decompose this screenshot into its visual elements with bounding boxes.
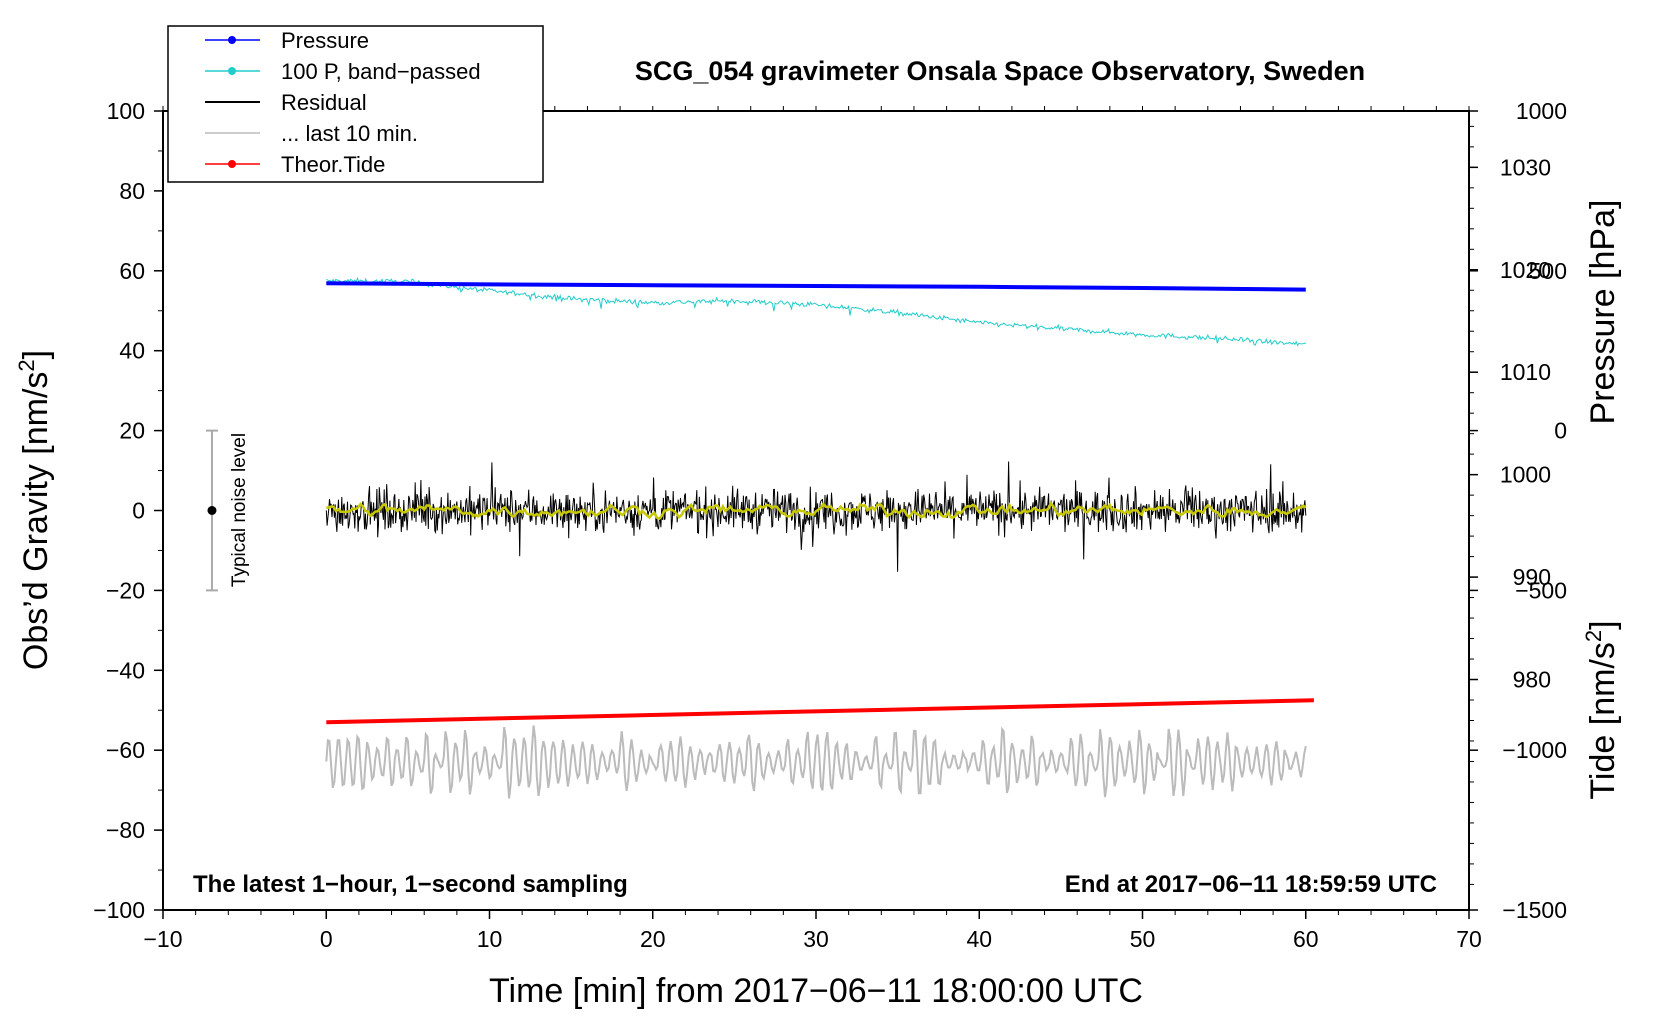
y-tick-label: 0 (132, 498, 145, 524)
legend-marker (228, 160, 236, 168)
gravity-title-end: ] (17, 350, 55, 359)
tide-title-sup: 2 (1581, 630, 1606, 642)
chart-title: SCG_054 gravimeter Onsala Space Observat… (635, 56, 1365, 86)
pressure-tick-label: 1030 (1500, 154, 1551, 180)
gravity-title-text: Obs’d Gravity [nm/s (17, 372, 55, 671)
y-axis-title-pressure: Pressure [hPa] (1584, 200, 1622, 425)
y-tick-label: −80 (106, 817, 145, 843)
series-pressure-line (326, 281, 1306, 292)
x-tick-label: −10 (143, 926, 182, 952)
noise-level-marker: Typical noise level (205, 429, 250, 592)
footer-left-note: The latest 1−hour, 1−second sampling (193, 871, 628, 898)
x-tick-label: 60 (1293, 926, 1319, 952)
x-tick-label: 40 (966, 926, 992, 952)
x-tick-label: 20 (640, 926, 666, 952)
noise-bar-dot (207, 506, 217, 515)
legend-label: ... last 10 min. (281, 121, 418, 146)
x-tick-label: 50 (1130, 926, 1156, 952)
y-axis-title-tide: Tide [nm/s2] (1581, 620, 1622, 799)
y-tick-label: −100 (93, 897, 145, 923)
pressure-tick-label: 1020 (1500, 257, 1551, 283)
x-axis-title: Time [min] from 2017−06−11 18:00:00 UTC (489, 972, 1143, 1010)
pressure-tick-label: 990 (1513, 564, 1551, 590)
y-tick-label: 100 (107, 98, 145, 124)
x-tick-label: 10 (477, 926, 503, 952)
pressure-tick-label: 1010 (1500, 359, 1551, 385)
x-tick-label: 70 (1456, 926, 1482, 952)
gravity-title-sup: 2 (14, 359, 39, 371)
y-tick-label: −40 (106, 657, 145, 683)
legend-label: Theor.Tide (281, 152, 385, 177)
footer-right-note: End at 2017−06−11 18:59:59 UTC (1065, 871, 1437, 898)
tide-tick-label: −1500 (1502, 897, 1567, 923)
y-tick-label: −60 (106, 737, 145, 763)
legend-rows: Pressure 100 P, band−passed Residual ... la… (205, 28, 481, 177)
tide-title-end: ] (1584, 620, 1622, 629)
legend-marker (228, 36, 236, 44)
y-tick-label: −20 (106, 577, 145, 603)
x-tick-label: 0 (320, 926, 333, 952)
legend-box (167, 25, 544, 183)
legend-label: Pressure (281, 28, 369, 53)
tide-title-text: Tide [nm/s (1584, 642, 1622, 799)
pressure-tick-label: 1000 (1500, 462, 1551, 488)
series-residual-line (325, 461, 1307, 572)
series-bandpassed-pressure-line (326, 276, 1306, 347)
legend-marker (228, 67, 236, 75)
tick-marks: −10 0 10 20 30 40 50 60 70−100−80−60−40−20020406… (93, 98, 1567, 952)
series-layer (325, 276, 1314, 799)
y-tick-label: 60 (119, 258, 145, 284)
tide-tick-label: 500 (1529, 258, 1567, 284)
pressure-tick-label: 980 (1513, 667, 1551, 693)
series-residual-smoothed-line (326, 500, 1307, 521)
series-tide-line (326, 698, 1314, 725)
noise-level-label: Typical noise level (229, 433, 250, 587)
y-tick-label: 80 (119, 178, 145, 204)
y-axis-title-gravity: Obs’d Gravity [nm/s2] (14, 350, 55, 670)
tide-tick-label: −500 (1515, 577, 1567, 603)
legend-label: 100 P, band−passed (281, 59, 481, 84)
tide-tick-label: −1000 (1502, 737, 1567, 763)
tide-tick-label: 0 (1554, 418, 1567, 444)
series-last-10-min-line (325, 725, 1307, 799)
tide-tick-label: 1000 (1516, 98, 1567, 124)
x-tick-label: 30 (803, 926, 829, 952)
y-tick-label: 20 (119, 418, 145, 444)
legend: Pressure 100 P, band−passed Residual ... la… (167, 25, 544, 183)
legend-label: Residual (281, 90, 367, 115)
y-tick-label: 40 (119, 338, 145, 364)
